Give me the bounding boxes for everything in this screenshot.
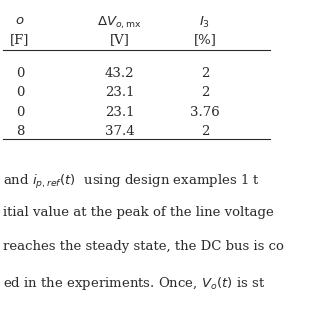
Text: 0: 0 [16, 67, 24, 80]
Text: reaches the steady state, the DC bus is co: reaches the steady state, the DC bus is … [3, 240, 284, 253]
Text: ed in the experiments. Once, $V_o(t)$ is st: ed in the experiments. Once, $V_o(t)$ is… [3, 275, 265, 292]
Text: $o$: $o$ [15, 14, 25, 28]
Text: [F]: [F] [10, 34, 30, 47]
Text: 43.2: 43.2 [105, 67, 134, 80]
Text: 8: 8 [16, 125, 24, 138]
Text: 2: 2 [201, 86, 209, 100]
Text: itial value at the peak of the line voltage: itial value at the peak of the line volt… [3, 206, 274, 220]
Text: 0: 0 [16, 86, 24, 100]
Text: 23.1: 23.1 [105, 86, 134, 100]
Text: and $i_{p,ref}(t)$  using design examples 1 t: and $i_{p,ref}(t)$ using design examples… [3, 173, 260, 191]
Text: 0: 0 [16, 106, 24, 119]
Text: [%]: [%] [194, 34, 216, 47]
Text: [V]: [V] [110, 34, 130, 47]
Text: 23.1: 23.1 [105, 106, 134, 119]
Text: $\Delta V_{o,\mathrm{mx}}$: $\Delta V_{o,\mathrm{mx}}$ [97, 14, 142, 31]
Text: 2: 2 [201, 125, 209, 138]
Text: 2: 2 [201, 67, 209, 80]
Text: 37.4: 37.4 [105, 125, 134, 138]
Text: 3.76: 3.76 [190, 106, 220, 119]
Text: $I_3$: $I_3$ [199, 14, 211, 29]
